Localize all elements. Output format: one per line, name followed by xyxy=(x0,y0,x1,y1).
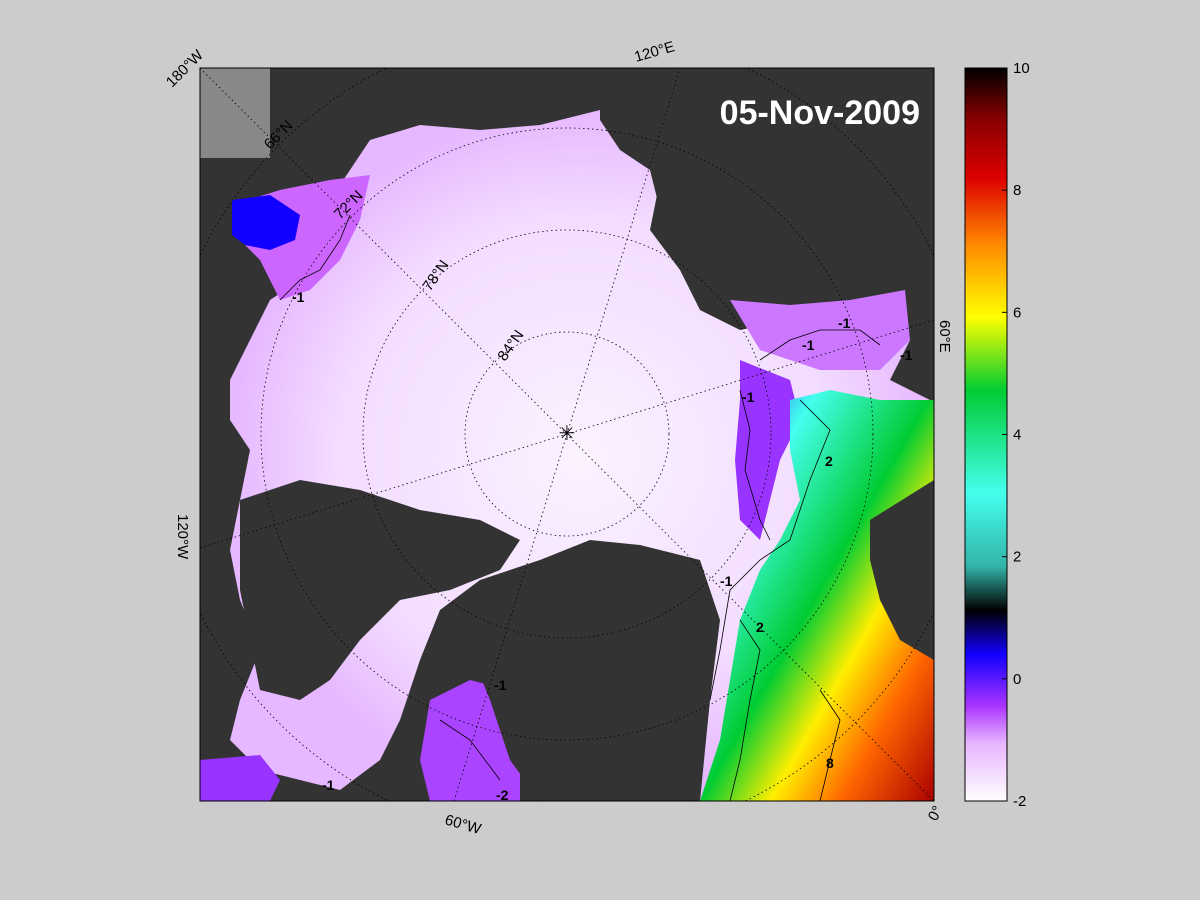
contour-label: -1 xyxy=(292,289,305,305)
lon-label-60w: 60°W xyxy=(443,812,484,839)
chukchi-region xyxy=(232,195,300,250)
date-title: 05-Nov-2009 xyxy=(720,94,920,132)
contour-label: -1 xyxy=(802,337,815,353)
scandinavia-landmass xyxy=(870,480,934,660)
contour-labels: -1 -1 -1 -1 -1 -1 2 -1 2 -1 8 -2 xyxy=(292,289,913,803)
alaska-greyed-area xyxy=(200,68,270,158)
colorbar-ticks: 10 8 6 4 2 0 -2 xyxy=(1002,60,1030,810)
colorbar-tick-label: 2 xyxy=(1013,549,1021,566)
contour-label: 2 xyxy=(825,453,833,469)
contour-label: 2 xyxy=(756,619,764,635)
contour-label: -1 xyxy=(838,315,851,331)
canadian-archipelago-landmass xyxy=(240,480,520,700)
lon-label-120e: 120°E xyxy=(632,38,676,66)
colorbar-tick-label: 8 xyxy=(1013,182,1021,199)
colorbar-tick-label: 6 xyxy=(1013,304,1021,321)
contour-label: 8 xyxy=(826,755,834,771)
colorbar: 10 8 6 4 2 0 -2 xyxy=(964,60,1030,810)
north-atlantic-region xyxy=(700,390,934,801)
graticule xyxy=(200,68,934,801)
greenland-landmass xyxy=(470,545,710,801)
colorbar-tick-label: -2 xyxy=(1013,793,1026,810)
colorbar-gradient xyxy=(964,67,1008,802)
contour-label: -1 xyxy=(742,389,755,405)
colorbar-tick-label: 0 xyxy=(1013,671,1021,688)
map-panel: ✳ -1 -1 -1 -1 -1 -1 2 -1 2 -1 8 -2 xyxy=(200,68,934,803)
contour-label: -1 xyxy=(322,777,335,793)
contour-lines xyxy=(279,214,881,801)
contour-label: -1 xyxy=(720,573,733,589)
hudson-region xyxy=(200,755,280,801)
lon-label-0: 0° xyxy=(925,803,947,824)
barents-region xyxy=(735,360,800,540)
colorbar-tick-label: 4 xyxy=(1013,427,1021,444)
siberia-landmass xyxy=(600,68,934,290)
contour-label: -1 xyxy=(900,347,913,363)
colorbar-tick-label: 10 xyxy=(1013,60,1030,77)
contour-label: -1 xyxy=(494,677,507,693)
contour-label: -2 xyxy=(496,787,509,803)
north-pole-marker: ✳ xyxy=(559,421,576,445)
lon-label-120w: 120°W xyxy=(174,514,191,560)
lon-label-60e: 60°E xyxy=(936,320,953,353)
map-frame xyxy=(199,67,935,802)
